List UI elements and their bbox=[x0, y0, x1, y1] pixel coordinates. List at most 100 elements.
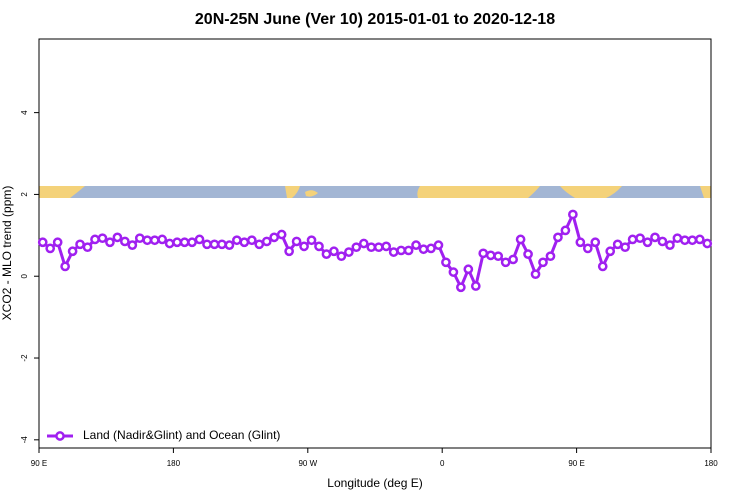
data-point bbox=[142, 235, 153, 246]
data-point bbox=[105, 237, 115, 248]
data-point bbox=[344, 247, 354, 257]
data-point bbox=[366, 242, 377, 253]
data-point bbox=[90, 234, 100, 245]
data-point bbox=[635, 233, 645, 244]
data-point bbox=[239, 237, 250, 248]
y-tick-label: -2 bbox=[20, 354, 29, 362]
data-point bbox=[403, 245, 414, 256]
data-point bbox=[299, 241, 309, 252]
data-point bbox=[261, 236, 272, 247]
data-point bbox=[329, 246, 339, 257]
data-point bbox=[127, 240, 138, 250]
data-point bbox=[269, 232, 280, 243]
data-point bbox=[582, 243, 593, 254]
data-point bbox=[37, 237, 48, 248]
data-point bbox=[134, 233, 145, 244]
data-point bbox=[82, 242, 93, 253]
x-tick-label: 90 E bbox=[568, 459, 584, 468]
data-point bbox=[411, 240, 421, 250]
data-point bbox=[553, 232, 563, 243]
data-point bbox=[433, 240, 444, 250]
data-point bbox=[478, 248, 489, 259]
data-point bbox=[179, 237, 190, 248]
data-point bbox=[187, 237, 197, 248]
data-point bbox=[605, 246, 616, 257]
legend-label: Land (Nadir&Glint) and Ocean (Glint) bbox=[83, 428, 280, 442]
data-point bbox=[545, 251, 556, 262]
data-point bbox=[60, 261, 70, 272]
data-point bbox=[500, 257, 511, 268]
data-point bbox=[120, 236, 130, 247]
data-point bbox=[650, 232, 660, 243]
x-axis-label: Longitude (deg E) bbox=[327, 476, 422, 490]
data-point bbox=[306, 235, 317, 246]
x-tick-label: 90 W bbox=[298, 459, 317, 468]
data-point bbox=[612, 239, 623, 250]
data-point bbox=[209, 239, 220, 250]
data-point bbox=[217, 239, 227, 250]
y-tick-label: 4 bbox=[20, 110, 29, 115]
data-point bbox=[672, 233, 683, 244]
data-point bbox=[254, 239, 265, 250]
data-point bbox=[321, 249, 332, 259]
data-point bbox=[246, 235, 257, 246]
data-point bbox=[276, 229, 287, 240]
data-point bbox=[538, 257, 548, 268]
data-point bbox=[418, 244, 429, 255]
data-point bbox=[597, 261, 608, 272]
data-point bbox=[642, 237, 653, 248]
y-tick-label: 2 bbox=[20, 192, 29, 197]
y-tick-label: -4 bbox=[20, 436, 29, 444]
data-point bbox=[149, 235, 160, 246]
data-point bbox=[202, 239, 212, 250]
data-point bbox=[694, 234, 705, 245]
data-point bbox=[284, 246, 294, 257]
x-tick-label: 90 E bbox=[31, 459, 47, 468]
data-point bbox=[388, 247, 399, 257]
data-point bbox=[396, 245, 406, 256]
data-point bbox=[441, 257, 451, 268]
data-point bbox=[575, 237, 586, 248]
data-point bbox=[463, 264, 474, 275]
data-point bbox=[52, 237, 63, 248]
data-point bbox=[657, 236, 668, 247]
data-point bbox=[470, 281, 481, 291]
data-point bbox=[232, 235, 242, 246]
data-point bbox=[358, 238, 369, 249]
data-point bbox=[515, 234, 526, 245]
data-point bbox=[314, 241, 324, 252]
data-point bbox=[456, 282, 466, 293]
data-point bbox=[687, 235, 698, 246]
data-point bbox=[67, 246, 78, 257]
data-point bbox=[568, 209, 578, 220]
data-point bbox=[426, 243, 436, 254]
x-tick-label: 180 bbox=[704, 459, 718, 468]
data-point bbox=[164, 238, 175, 249]
data-point bbox=[627, 234, 638, 245]
data-point bbox=[493, 251, 504, 262]
data-point bbox=[291, 236, 302, 247]
plot-frame bbox=[38, 38, 712, 449]
data-point bbox=[620, 242, 630, 253]
data-point bbox=[224, 240, 235, 250]
data-point bbox=[381, 241, 392, 252]
data-point bbox=[97, 233, 108, 244]
data-point bbox=[194, 234, 205, 245]
data-point bbox=[702, 238, 713, 249]
data-point bbox=[373, 242, 384, 253]
chart-title: 20N-25N June (Ver 10) 2015-01-01 to 2020… bbox=[195, 11, 555, 28]
data-point bbox=[172, 237, 182, 248]
data-point bbox=[112, 232, 123, 243]
data-point bbox=[448, 267, 459, 277]
y-tick-label: 0 bbox=[20, 273, 29, 278]
data-point bbox=[485, 250, 496, 261]
data-point bbox=[45, 243, 56, 254]
data-point bbox=[75, 239, 85, 250]
x-tick-label: 0 bbox=[440, 459, 445, 468]
data-point bbox=[336, 251, 347, 262]
data-point bbox=[523, 249, 533, 259]
data-point bbox=[157, 234, 168, 245]
data-point bbox=[530, 269, 541, 280]
data-point bbox=[560, 225, 571, 236]
map-strip bbox=[39, 186, 711, 198]
